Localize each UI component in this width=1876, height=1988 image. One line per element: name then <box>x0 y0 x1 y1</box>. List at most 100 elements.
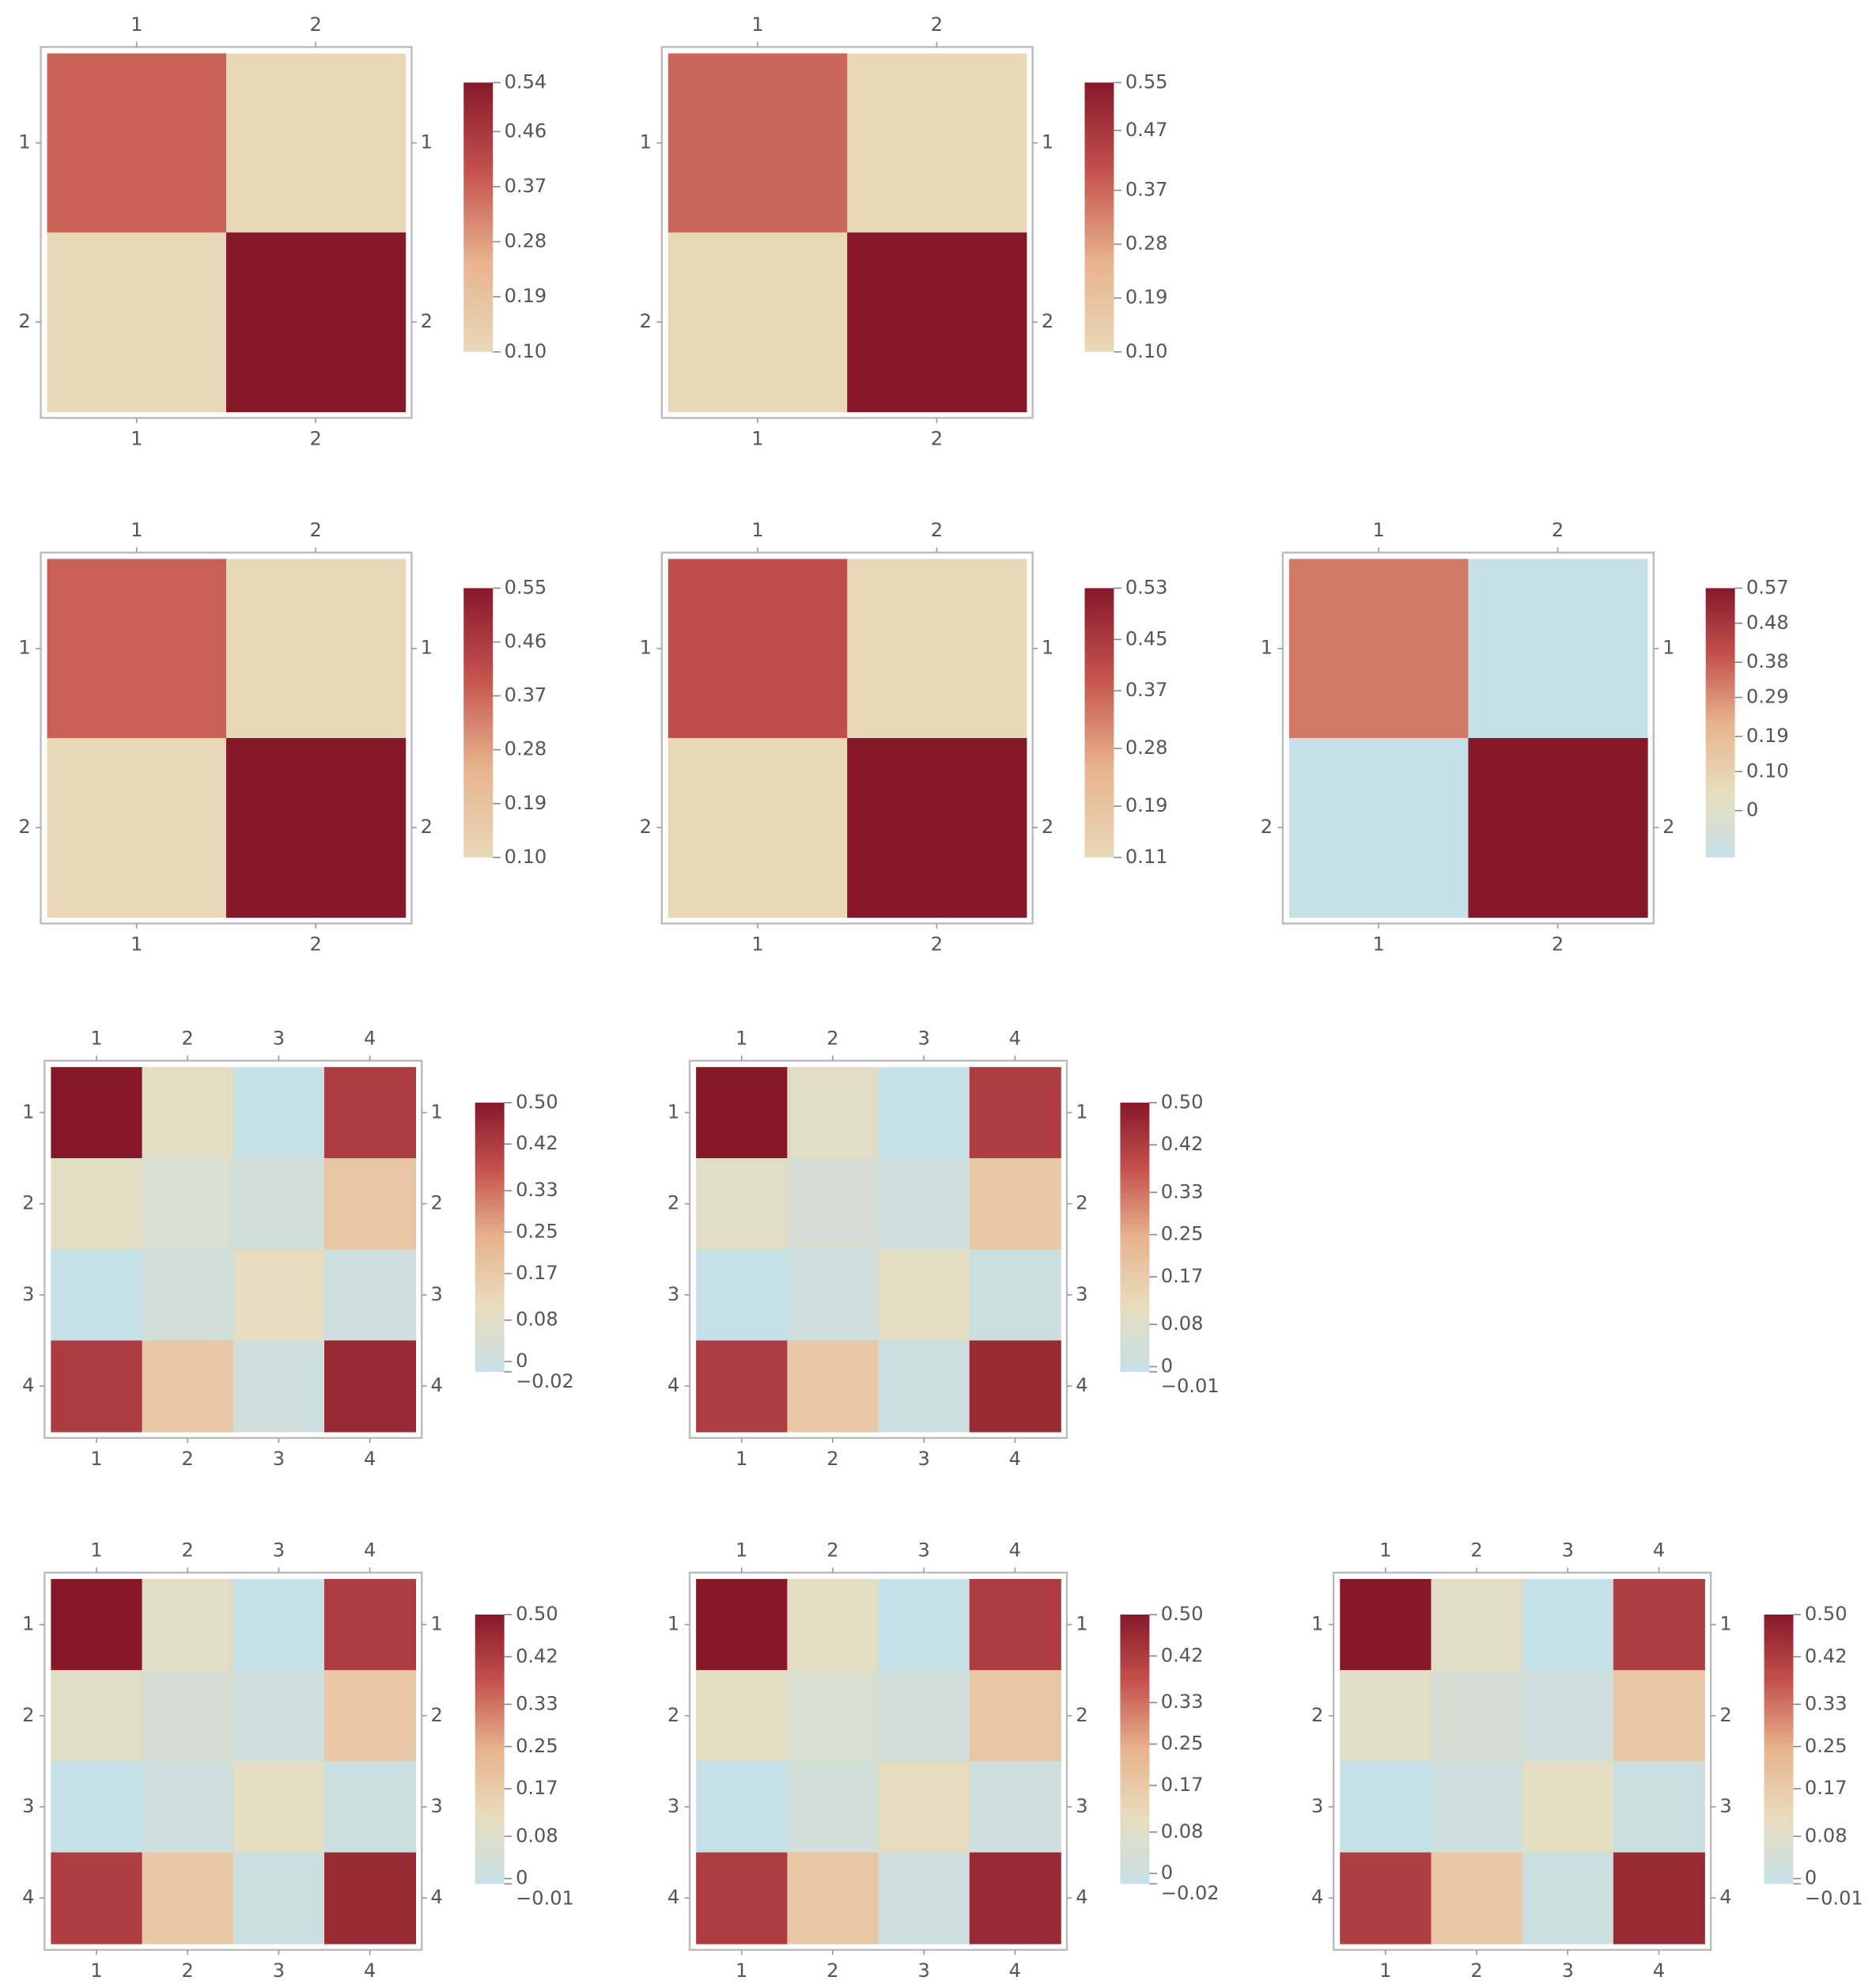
colorbar-tick-label: 0 <box>516 1867 528 1889</box>
column-label: 2 <box>826 1448 838 1470</box>
row-label: 3 <box>1719 1795 1731 1817</box>
colorbar-tick-label: 0.50 <box>516 1603 558 1625</box>
heatmap-cell <box>787 1066 879 1159</box>
row-label: 2 <box>22 1192 34 1214</box>
column-label: 2 <box>182 1960 194 1982</box>
heatmap-cell <box>1340 1578 1432 1671</box>
heatmap-cell <box>878 1340 970 1433</box>
heatmap-cell <box>51 1340 143 1433</box>
column-label: 4 <box>1653 1539 1665 1562</box>
colorbar <box>463 82 494 352</box>
column-label: 1 <box>751 933 763 956</box>
colorbar-tick-label: 0.19 <box>505 792 547 814</box>
row-label: 2 <box>421 816 433 838</box>
column-label: 1 <box>130 428 142 450</box>
colorbar <box>475 1614 505 1884</box>
row-label: 4 <box>668 1886 679 1908</box>
row-label: 2 <box>1662 816 1674 838</box>
row-label: 2 <box>18 310 30 332</box>
heatmap-cell <box>142 1066 234 1159</box>
row-label: 1 <box>1076 1100 1087 1123</box>
colorbar-tick-label: 0.17 <box>516 1262 558 1284</box>
row-label: 4 <box>431 1374 443 1396</box>
heatmap-cell <box>233 1340 325 1433</box>
colorbar-tick-label: 0.29 <box>1746 686 1789 708</box>
heatmap-cell <box>51 1578 143 1671</box>
column-label: 2 <box>931 933 943 956</box>
colorbar-tick-label: 0.10 <box>505 340 547 362</box>
column-label: 1 <box>751 428 763 450</box>
heatmap-cell <box>225 737 407 918</box>
heatmap-cell <box>847 559 1027 739</box>
colorbar-tick-label: 0.19 <box>1125 794 1168 816</box>
row-label: 4 <box>1719 1886 1731 1908</box>
heatmap-cell <box>142 1340 234 1433</box>
row-label: 3 <box>1311 1795 1323 1817</box>
row-label: 2 <box>640 310 652 332</box>
column-label: 2 <box>931 428 943 450</box>
row-label: 1 <box>1719 1613 1731 1635</box>
heatmap-cell <box>1288 559 1469 739</box>
heatmap-cell <box>878 1670 970 1763</box>
heatmap-cell <box>696 1852 789 1944</box>
colorbar-tick-label: 0.25 <box>1805 1735 1848 1757</box>
colorbar-tick-label: 0.08 <box>1161 1312 1204 1335</box>
heatmap-cell <box>878 1066 970 1159</box>
colorbar <box>1705 588 1735 858</box>
heatmap-cell <box>324 1761 417 1854</box>
heatmap-cell <box>233 1852 325 1944</box>
heatmap-cell <box>787 1852 879 1944</box>
colorbar-tick-label: −0.01 <box>1805 1887 1863 1909</box>
column-label: 3 <box>917 1539 929 1562</box>
colorbar-tick-label: 0.50 <box>1161 1091 1204 1113</box>
colorbar-tick-label: 0.25 <box>1161 1223 1204 1245</box>
column-label: 1 <box>130 933 142 956</box>
column-label: 2 <box>182 1448 194 1470</box>
colorbar <box>1084 82 1114 352</box>
column-label: 4 <box>1009 1028 1021 1050</box>
colorbar-tick-label: 0.25 <box>516 1220 558 1242</box>
colorbar-tick-label: 0.08 <box>1805 1824 1848 1846</box>
column-label: 2 <box>1470 1539 1482 1562</box>
column-label: 4 <box>364 1539 376 1562</box>
column-label: 2 <box>931 13 943 36</box>
colorbar-tick-label: 0.28 <box>1125 233 1168 255</box>
row-label: 1 <box>1311 1613 1323 1635</box>
row-label: 3 <box>1076 1283 1087 1305</box>
heatmap-cell <box>233 1158 325 1251</box>
colorbar-tick-label: 0.46 <box>505 630 547 653</box>
heatmap-cell <box>142 1158 234 1251</box>
colorbar-tick-label: −0.01 <box>516 1887 574 1909</box>
column-label: 1 <box>1379 1539 1391 1562</box>
heatmap-cell <box>1613 1670 1705 1763</box>
column-label: 2 <box>1552 933 1564 956</box>
colorbar-tick-label: 0 <box>1161 1355 1173 1377</box>
heatmap-cell <box>51 1249 143 1342</box>
column-label: 2 <box>1470 1960 1482 1982</box>
heatmap-cell <box>225 53 407 233</box>
heatmap-cell <box>233 1761 325 1854</box>
column-label: 3 <box>273 1960 285 1982</box>
heatmap-cell <box>787 1340 879 1433</box>
colorbar <box>1084 588 1114 858</box>
column-label: 1 <box>130 519 142 541</box>
column-label: 4 <box>364 1960 376 1982</box>
colorbar-tick-label: 0.54 <box>505 70 547 93</box>
colorbar-tick-label: 0.42 <box>1161 1644 1204 1666</box>
row-label: 1 <box>1042 131 1053 153</box>
row-label: 2 <box>1311 1704 1323 1726</box>
heatmap-cell <box>324 1578 417 1671</box>
heatmap-cell <box>847 737 1027 918</box>
row-label: 4 <box>22 1886 34 1908</box>
heatmap-cell <box>969 1761 1061 1854</box>
colorbar-tick-label: 0.47 <box>1125 119 1168 141</box>
heatmap-cell <box>1288 737 1469 918</box>
colorbar-tick-label: 0.25 <box>516 1735 558 1757</box>
colorbar-tick-label: −0.01 <box>1161 1375 1220 1397</box>
heatmap-cell <box>969 1066 1061 1159</box>
colorbar-tick-label: 0.55 <box>505 576 547 598</box>
heatmap-cell <box>696 1761 789 1854</box>
column-label: 4 <box>364 1448 376 1470</box>
column-label: 1 <box>1373 519 1385 541</box>
heatmap-cell <box>696 1340 789 1433</box>
